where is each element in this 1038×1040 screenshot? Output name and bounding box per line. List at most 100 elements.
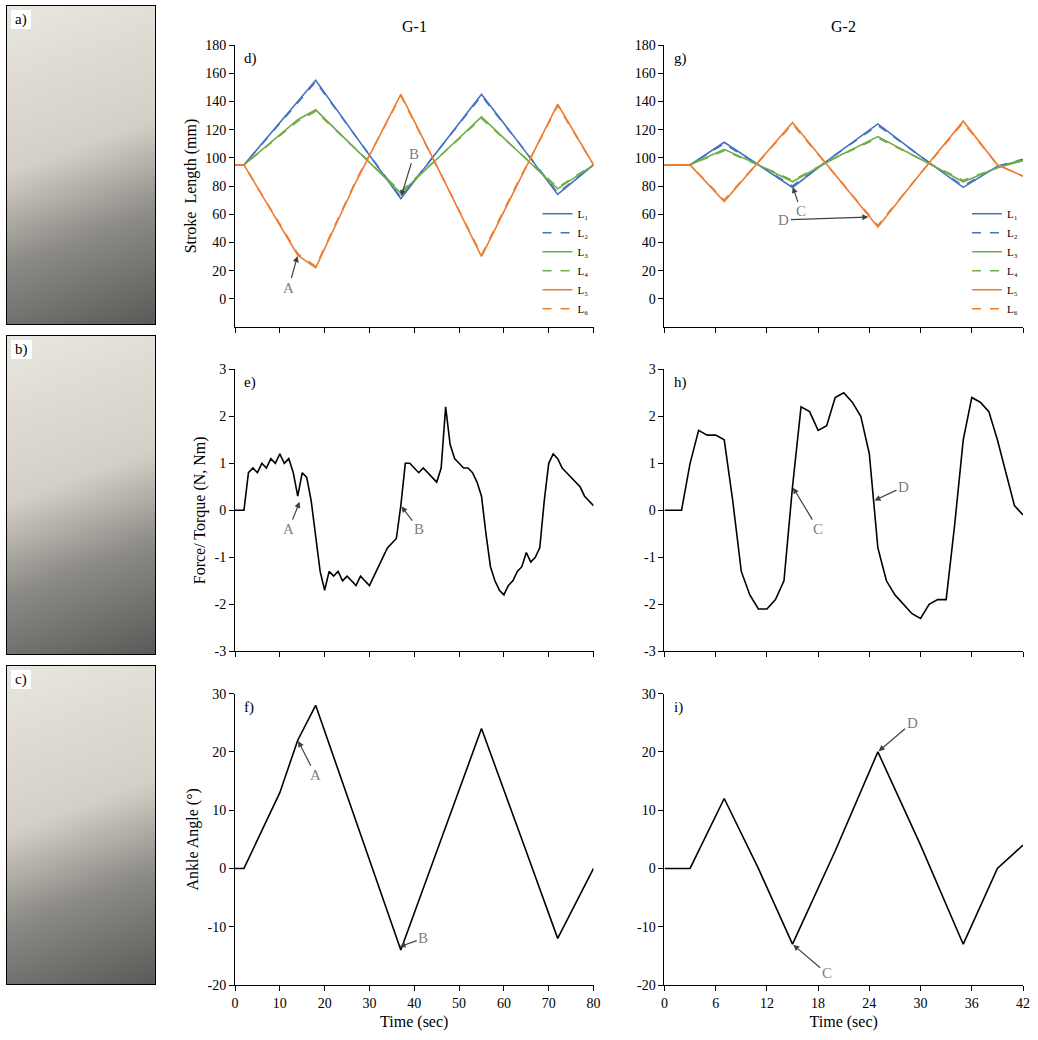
svg-text:0: 0 (219, 292, 226, 307)
svg-text:L₁: L₁ (1007, 208, 1018, 220)
svg-text:h): h) (674, 374, 687, 391)
svg-text:L₅: L₅ (1007, 284, 1018, 296)
svg-text:L₆: L₆ (1007, 303, 1018, 315)
svg-text:A: A (283, 521, 294, 537)
svg-text:-2: -2 (644, 597, 656, 612)
svg-text:D: D (898, 479, 909, 495)
svg-text:C: C (813, 521, 823, 537)
svg-text:L₃: L₃ (578, 246, 589, 258)
svg-text:60: 60 (642, 207, 656, 222)
svg-text:e): e) (244, 374, 256, 391)
svg-text:30: 30 (642, 687, 656, 702)
svg-text:B: B (414, 521, 424, 537)
svg-text:20: 20 (212, 264, 226, 279)
svg-text:0: 0 (219, 503, 226, 518)
svg-text:36: 36 (965, 996, 979, 1011)
svg-text:24: 24 (862, 996, 876, 1011)
svg-text:12: 12 (760, 996, 774, 1011)
svg-text:0: 0 (219, 861, 226, 876)
svg-text:50: 50 (452, 996, 466, 1011)
svg-text:30: 30 (212, 687, 226, 702)
svg-text:0: 0 (649, 292, 656, 307)
svg-text:70: 70 (542, 996, 556, 1011)
svg-text:L₄: L₄ (578, 265, 589, 277)
svg-text:10: 10 (642, 803, 656, 818)
svg-text:C: C (822, 965, 832, 981)
svg-text:G-1: G-1 (402, 18, 427, 35)
svg-text:L₃: L₃ (1007, 246, 1018, 258)
svg-text:i): i) (674, 699, 683, 716)
svg-text:Stroke Length (mm): Stroke Length (mm) (182, 119, 200, 254)
svg-text:L₆: L₆ (578, 303, 589, 315)
svg-text:Time (sec): Time (sec) (810, 1013, 878, 1031)
svg-text:-20: -20 (637, 978, 656, 993)
svg-text:2: 2 (219, 409, 226, 424)
svg-text:A: A (283, 280, 294, 296)
svg-text:-20: -20 (208, 978, 227, 993)
svg-text:60: 60 (497, 996, 511, 1011)
svg-text:-3: -3 (215, 644, 227, 659)
svg-text:g): g) (674, 50, 687, 67)
svg-text:C: C (796, 203, 806, 219)
svg-text:3: 3 (219, 362, 226, 377)
svg-text:40: 40 (407, 996, 421, 1011)
svg-text:20: 20 (318, 996, 332, 1011)
svg-text:B: B (409, 146, 419, 162)
svg-text:L₅: L₅ (578, 284, 589, 296)
svg-text:A: A (310, 767, 321, 783)
svg-text:3: 3 (649, 362, 656, 377)
svg-text:30: 30 (914, 996, 928, 1011)
svg-text:2: 2 (649, 409, 656, 424)
svg-text:Time (sec): Time (sec) (380, 1013, 448, 1031)
svg-text:80: 80 (587, 996, 601, 1011)
svg-text:140: 140 (205, 94, 226, 109)
svg-text:30: 30 (362, 996, 376, 1011)
svg-text:80: 80 (642, 179, 656, 194)
svg-text:120: 120 (635, 123, 656, 138)
svg-text:140: 140 (635, 94, 656, 109)
svg-text:D: D (907, 715, 918, 731)
svg-text:80: 80 (212, 179, 226, 194)
svg-text:0: 0 (649, 503, 656, 518)
svg-text:0: 0 (661, 996, 668, 1011)
svg-text:B: B (418, 930, 428, 946)
svg-text:6: 6 (712, 996, 719, 1011)
svg-text:120: 120 (205, 123, 226, 138)
svg-text:-3: -3 (644, 644, 656, 659)
svg-text:-1: -1 (215, 550, 227, 565)
svg-text:1: 1 (219, 456, 226, 471)
svg-text:60: 60 (212, 207, 226, 222)
svg-text:100: 100 (635, 151, 656, 166)
svg-text:L₂: L₂ (578, 227, 589, 239)
svg-text:-1: -1 (644, 550, 656, 565)
svg-text:42: 42 (1016, 996, 1030, 1011)
svg-text:L₂: L₂ (1007, 227, 1018, 239)
svg-text:20: 20 (642, 264, 656, 279)
svg-text:Ankle Angle (°): Ankle Angle (°) (184, 788, 202, 890)
svg-text:Force/ Torque (N, Nm): Force/ Torque (N, Nm) (191, 436, 209, 584)
svg-text:180: 180 (205, 38, 226, 53)
svg-text:40: 40 (212, 235, 226, 250)
svg-text:-2: -2 (215, 597, 227, 612)
svg-text:180: 180 (635, 38, 656, 53)
svg-text:L₁: L₁ (578, 208, 589, 220)
svg-text:L₄: L₄ (1007, 265, 1018, 277)
svg-text:G-2: G-2 (831, 18, 856, 35)
svg-text:100: 100 (205, 151, 226, 166)
svg-text:-10: -10 (637, 920, 656, 935)
svg-text:0: 0 (649, 861, 656, 876)
svg-text:40: 40 (642, 235, 656, 250)
svg-text:f): f) (244, 699, 254, 716)
svg-text:10: 10 (273, 996, 287, 1011)
svg-text:1: 1 (649, 456, 656, 471)
svg-text:0: 0 (232, 996, 239, 1011)
svg-text:160: 160 (205, 66, 226, 81)
svg-text:20: 20 (212, 745, 226, 760)
svg-text:20: 20 (642, 745, 656, 760)
svg-text:10: 10 (212, 803, 226, 818)
svg-text:d): d) (244, 50, 257, 67)
svg-text:160: 160 (635, 66, 656, 81)
svg-text:D: D (778, 212, 789, 228)
svg-text:-10: -10 (208, 920, 227, 935)
svg-text:18: 18 (811, 996, 825, 1011)
